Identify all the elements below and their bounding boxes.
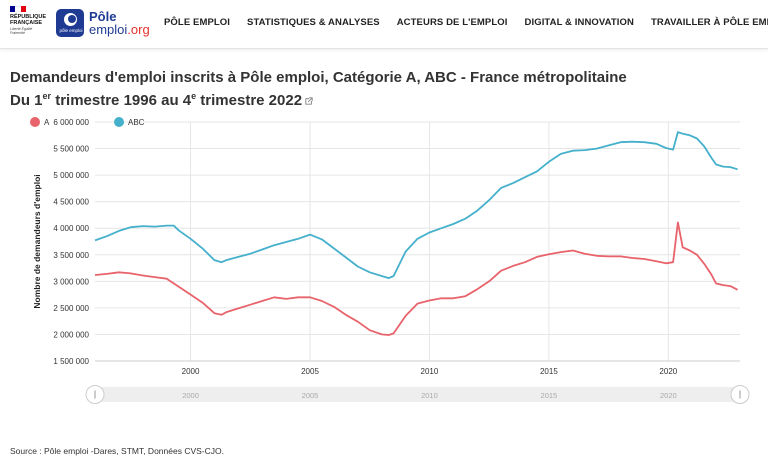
navigator-label: 2000 [182,391,199,400]
nav-item-digital[interactable]: DIGITAL & INNOVATION [524,17,634,28]
x-tick-label: 2015 [540,367,558,376]
title-sup1: er [42,91,52,101]
legend-label-abc: ABC [128,118,145,127]
y-tick-label: 3 000 000 [53,277,89,286]
logo-line1: Pôle [89,9,117,24]
title-sup2: e [191,91,197,101]
line-chart: 1 500 000 2 000 000 2 500 000 3 000 000 3 50… [30,117,750,404]
logo-line2a: emploi [89,22,128,37]
french-flag-icon [10,6,26,12]
y-axis-label: Nombre de demandeurs d'emploi [32,174,42,308]
chart-title-line2: Du 1er trimestre 1996 au 4e trimestre 20… [10,87,627,110]
y-tick-label: 5 500 000 [53,145,89,154]
title-pre: Du 1 [10,92,43,109]
navigator-label: 2010 [421,391,438,400]
chart-title: Demandeurs d'emploi inscrits à Pôle empl… [10,68,627,110]
nav-item-travailler[interactable]: TRAVAILLER À PÔLE EMPLOI [651,17,768,28]
logo-line2b: .org [127,22,150,37]
nav-item-acteurs[interactable]: ACTEURS DE L'EMPLOI [396,17,508,28]
series-line-abc [94,131,738,280]
rf-name-line2: FRANÇAISE [10,20,43,26]
y-tick-label: 2 500 000 [53,304,89,313]
external-link-icon[interactable] [305,97,313,105]
source-note: Source : Pôle emploi -Dares, STMT, Donné… [10,446,224,456]
main-nav: PÔLE EMPLOI STATISTIQUES & ANALYSES ACTE… [164,17,768,28]
y-tick-label: 4 000 000 [53,224,89,233]
legend-marker-abc[interactable] [114,117,124,127]
nav-item-pole-emploi[interactable]: PÔLE EMPLOI [164,17,231,28]
x-tick-label: 2005 [301,367,319,376]
x-tick-label: 2020 [659,367,677,376]
y-tick-label: 5 000 000 [53,171,89,180]
series-line-a [94,221,739,336]
y-tick-label: 1 500 000 [53,357,89,366]
y-tick-label: 3 500 000 [53,251,89,260]
rf-name-line1: RÉPUBLIQUE [10,14,47,20]
republique-francaise-logo[interactable]: RÉPUBLIQUE FRANÇAISE Liberté Égalité Fra… [10,6,46,44]
x-tick-label: 2010 [421,367,439,376]
y-tick-label: 6 000 000 [53,118,89,127]
rf-motto: Liberté Égalité Fraternité [10,27,33,35]
top-navigation-bar: RÉPUBLIQUE FRANÇAISE Liberté Égalité Fra… [0,0,768,49]
y-tick-label: 4 500 000 [53,198,89,207]
logo-badge-text: pôle emploi [59,28,83,33]
legend-marker-a[interactable] [30,117,40,127]
logo-wordmark: Pôle emploi.org [89,10,150,36]
title-mid: trimestre 1996 au 4 [51,92,192,109]
x-tick-label: 2000 [182,367,200,376]
y-tick-label: 2 000 000 [53,330,89,339]
chart-title-line1: Demandeurs d'emploi inscrits à Pôle empl… [10,69,627,86]
range-navigator-track[interactable] [95,387,740,402]
nav-item-statistiques[interactable]: STATISTIQUES & ANALYSES [247,17,380,28]
pole-emploi-badge-icon: pôle emploi [56,9,84,37]
navigator-label: 2020 [660,391,677,400]
legend-label-a: A [44,118,50,127]
navigator-label: 2015 [541,391,558,400]
navigator-label: 2005 [302,391,319,400]
title-post: trimestre 2022 [196,92,303,109]
pole-emploi-logo[interactable]: pôle emploi Pôle emploi.org [56,8,150,38]
